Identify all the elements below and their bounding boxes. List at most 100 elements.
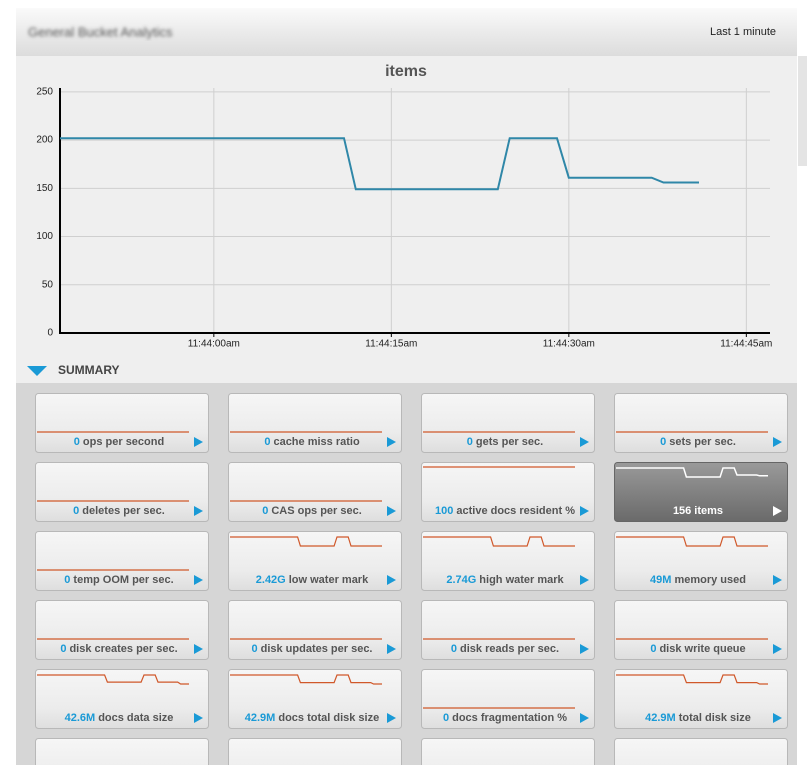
tile[interactable]: 0 disk creates per sec.: [35, 600, 209, 660]
tile-caption: 0 temp OOM per sec.: [64, 574, 173, 586]
tile-label: memory used: [674, 574, 746, 586]
tile-label: cache miss ratio: [273, 436, 359, 448]
tile-label: docs total disk size: [278, 712, 379, 724]
tile-label: ops per second: [83, 436, 164, 448]
tile-label: gets per sec.: [476, 436, 543, 448]
tile[interactable]: 0 disk write queue: [614, 600, 788, 660]
tile[interactable]: [614, 738, 788, 770]
tile-arrow[interactable]: [773, 644, 782, 654]
tile-bg: [614, 669, 788, 729]
tile-bg: [228, 393, 402, 453]
tile-caption: 0 deletes per sec.: [73, 505, 165, 517]
tile-label: sets per sec.: [669, 436, 736, 448]
tile[interactable]: [35, 738, 209, 770]
tile-label: items: [694, 505, 723, 517]
tile-label: total disk size: [679, 712, 751, 724]
x-tick-label: 11:44:15am: [365, 339, 417, 350]
tile-arrow[interactable]: [580, 644, 589, 654]
tile-arrow[interactable]: [580, 437, 589, 447]
tile[interactable]: 0 disk reads per sec.: [421, 600, 595, 660]
collapse-toggle[interactable]: [27, 366, 47, 376]
tile-label: disk creates per sec.: [69, 643, 177, 655]
tile-arrow[interactable]: [194, 437, 203, 447]
tile-bg: [421, 462, 595, 522]
tile[interactable]: [228, 738, 402, 770]
tile-arrow[interactable]: [580, 575, 589, 585]
tile[interactable]: 0 gets per sec.: [421, 393, 595, 453]
tile[interactable]: [421, 738, 595, 770]
summary-title[interactable]: SUMMARY: [58, 363, 120, 377]
sparkline: [616, 467, 768, 478]
sparkline: [230, 674, 382, 685]
tile-label: docs data size: [98, 712, 173, 724]
tile-caption: 0 disk creates per sec.: [60, 643, 177, 655]
tile-arrow[interactable]: [194, 644, 203, 654]
tile-arrow[interactable]: [387, 506, 396, 516]
tile-value: 0: [60, 643, 66, 655]
tile-value: 42.9M: [245, 712, 276, 724]
header-bar: [16, 8, 797, 56]
x-tick-label: 11:44:30am: [543, 339, 595, 350]
tile[interactable]: 2.74G high water mark: [421, 531, 595, 591]
y-tick-label: 250: [36, 86, 53, 97]
tile[interactable]: 0 sets per sec.: [614, 393, 788, 453]
tile[interactable]: 156 items: [614, 462, 788, 522]
data-line: [60, 137, 699, 191]
tile-bg: [614, 738, 788, 770]
tile[interactable]: 0 docs fragmentation %: [421, 669, 595, 729]
tile-arrow[interactable]: [194, 713, 203, 723]
sparkline: [616, 674, 768, 685]
y-tick-label: 100: [36, 231, 53, 242]
tile-caption: 0 disk write queue: [650, 643, 745, 655]
tile-bg: [35, 462, 209, 522]
time-range[interactable]: Last 1 minute: [710, 26, 776, 38]
tile-arrow[interactable]: [773, 713, 782, 723]
tile-arrow[interactable]: [387, 713, 396, 723]
tile-arrow[interactable]: [387, 644, 396, 654]
sparkline: [37, 674, 189, 685]
tile-arrow[interactable]: [194, 506, 203, 516]
tile[interactable]: 0 ops per second: [35, 393, 209, 453]
tile-arrow[interactable]: [580, 506, 589, 516]
tile-caption: 42.9M docs total disk size: [245, 712, 379, 724]
tile-arrow[interactable]: [580, 713, 589, 723]
y-tick-label: 0: [47, 328, 53, 339]
tile[interactable]: 42.6M docs data size: [35, 669, 209, 729]
tile-arrow[interactable]: [773, 506, 782, 516]
tile-value: 0: [650, 643, 656, 655]
tile[interactable]: 2.42G low water mark: [228, 531, 402, 591]
tile-arrow[interactable]: [773, 575, 782, 585]
tile[interactable]: 0 temp OOM per sec.: [35, 531, 209, 591]
tile-bg: [228, 669, 402, 729]
tile-arrow[interactable]: [387, 575, 396, 585]
tile-value: 2.42G: [256, 574, 286, 586]
tile-bg: [421, 738, 595, 770]
tile-label: low water mark: [289, 574, 369, 586]
tile-bg: [35, 738, 209, 770]
y-tick-label: 150: [36, 183, 53, 194]
tile[interactable]: 42.9M total disk size: [614, 669, 788, 729]
tile-value: 100: [435, 505, 453, 517]
tile-value: 0: [64, 574, 70, 586]
tile-value: 0: [251, 643, 257, 655]
tile-arrow[interactable]: [773, 437, 782, 447]
tile[interactable]: 100 active docs resident %: [421, 462, 595, 522]
tile[interactable]: 49M memory used: [614, 531, 788, 591]
tile-caption: 49M memory used: [650, 574, 746, 586]
y-tick-label: 50: [42, 279, 54, 290]
tile-caption: 0 sets per sec.: [660, 436, 736, 448]
chart-title: items: [385, 63, 427, 80]
tile-arrow[interactable]: [194, 575, 203, 585]
tile-value: 0: [451, 643, 457, 655]
sparkline: [230, 536, 382, 547]
tile-caption: 42.6M docs data size: [65, 712, 174, 724]
tile[interactable]: 0 cache miss ratio: [228, 393, 402, 453]
tile-arrow[interactable]: [387, 437, 396, 447]
tile-value: 0: [467, 436, 473, 448]
tile[interactable]: 0 deletes per sec.: [35, 462, 209, 522]
x-tick-label: 11:44:45am: [720, 339, 772, 350]
tile[interactable]: 0 CAS ops per sec.: [228, 462, 402, 522]
tile[interactable]: 0 disk updates per sec.: [228, 600, 402, 660]
tile[interactable]: 42.9M docs total disk size: [228, 669, 402, 729]
